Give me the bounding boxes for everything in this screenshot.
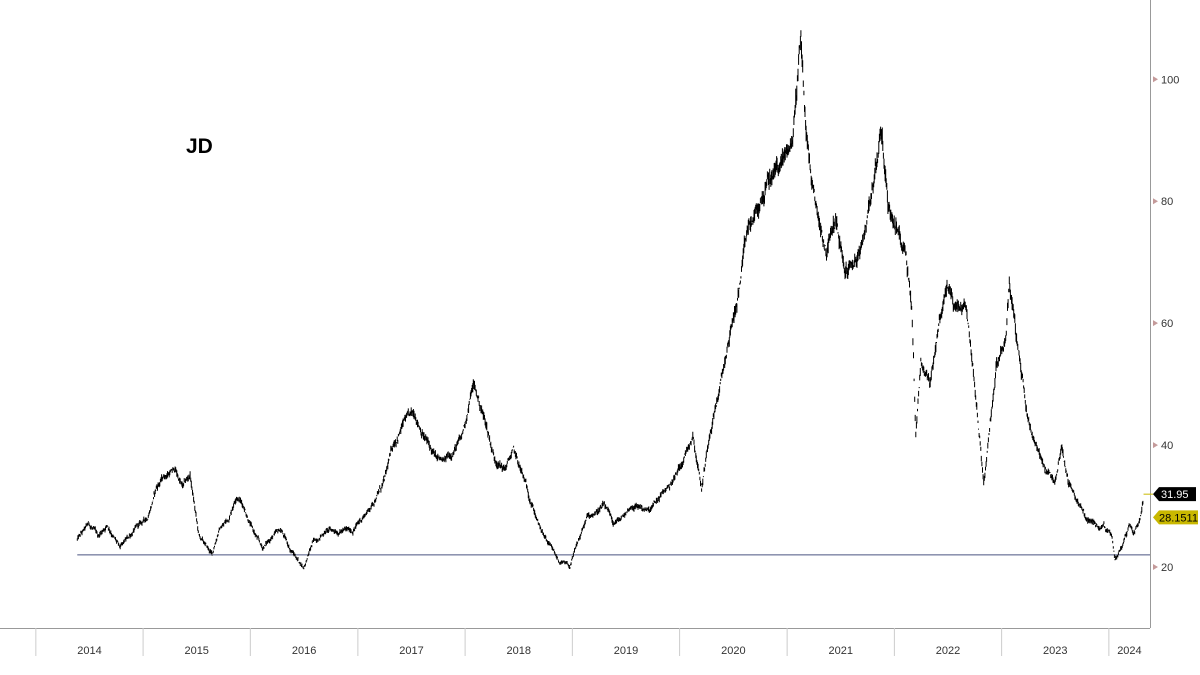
secondary-value-label: 28.1511 bbox=[1159, 512, 1198, 524]
x-tick-label: 2018 bbox=[506, 645, 530, 657]
price-tags-layer: 31.95 28.1511 bbox=[1143, 487, 1198, 525]
x-tick-label: 2019 bbox=[614, 645, 638, 657]
last-price-tag bbox=[1153, 487, 1196, 502]
y-tick-label: 100 bbox=[1161, 74, 1179, 86]
y-tick-mark bbox=[1153, 564, 1158, 571]
y-tick-mark bbox=[1153, 320, 1158, 327]
y-tick-mark bbox=[1153, 198, 1158, 205]
y-tick-label: 80 bbox=[1161, 196, 1173, 208]
y-tick-label: 40 bbox=[1161, 440, 1173, 452]
price-series bbox=[76, 30, 1144, 570]
x-tick-label: 2017 bbox=[399, 645, 423, 657]
x-tick-label: 2015 bbox=[184, 645, 208, 657]
y-tick-label: 20 bbox=[1161, 562, 1173, 574]
x-tick-label: 2023 bbox=[1043, 645, 1067, 657]
chart-title: JD bbox=[186, 135, 213, 158]
y-tick-mark bbox=[1153, 442, 1158, 449]
last-price-label: 31.95 bbox=[1161, 489, 1189, 501]
x-tick-label: 2021 bbox=[829, 645, 853, 657]
price-series-layer bbox=[76, 30, 1144, 570]
x-tick-label: 2020 bbox=[721, 645, 745, 657]
x-tick-label: 2014 bbox=[77, 645, 101, 657]
x-tick-label: 2022 bbox=[936, 645, 960, 657]
secondary-value-tag bbox=[1153, 510, 1198, 525]
axes-layer: 20 40 60 80 100 2014 2015 2016 2017 2018 2019 2020 2… bbox=[0, 0, 1179, 657]
x-tick-label: 2024 bbox=[1117, 645, 1141, 657]
y-tick-mark bbox=[1153, 76, 1158, 83]
x-tick-label: 2016 bbox=[292, 645, 316, 657]
y-tick-label: 60 bbox=[1161, 318, 1173, 330]
